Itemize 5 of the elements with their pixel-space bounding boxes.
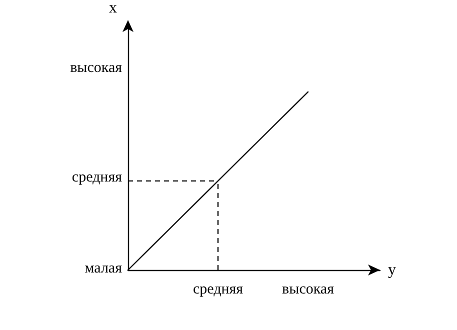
y-axis-title: х — [109, 0, 117, 16]
text: малая — [84, 260, 122, 276]
text: высокая — [70, 60, 122, 76]
text: средняя — [72, 169, 122, 186]
x-axis-title: у — [388, 262, 396, 278]
